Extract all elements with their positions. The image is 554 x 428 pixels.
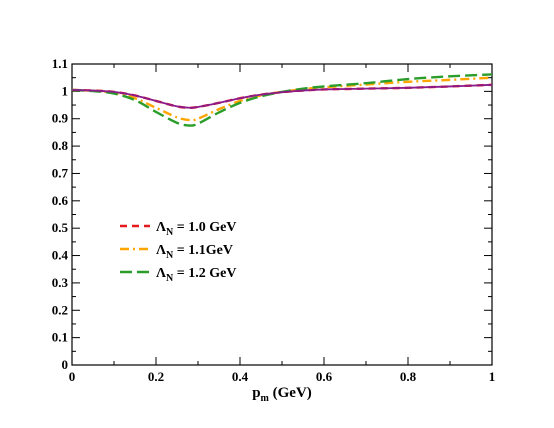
y-tick-label: 1.1 <box>52 56 68 71</box>
y-axis-ticks: 0 0.1 0.2 0.3 0.4 0.5 0.6 0.7 0.8 0.9 1 1.1 <box>52 56 492 372</box>
x-tick-label: 0 <box>69 369 76 384</box>
x-tick-label: 1 <box>489 369 496 384</box>
x-tick-label: 0.6 <box>316 369 333 384</box>
legend-subscript: N <box>166 227 174 238</box>
y-tick-label: 1 <box>62 83 69 98</box>
y-tick-label: 0.9 <box>52 111 69 126</box>
x-axis-title-main: p <box>252 385 260 401</box>
y-tick-label: 0.4 <box>52 248 69 263</box>
y-tick-label: 0.6 <box>52 193 69 208</box>
legend-subscript: N <box>166 273 174 284</box>
legend-label-2: ΛN = 1.1GeV <box>156 243 233 261</box>
legend-symbol: Λ <box>156 266 166 281</box>
legend-value: = 1.0 GeV <box>173 220 236 235</box>
legend-symbol: Λ <box>156 243 166 258</box>
x-tick-label: 0.8 <box>400 369 417 384</box>
x-axis-title-sub: m <box>261 393 270 404</box>
y-tick-label: 0.2 <box>52 302 68 317</box>
x-axis-title-unit: (GeV) <box>269 385 312 401</box>
legend-symbol: Λ <box>156 220 166 235</box>
y-tick-label: 0.1 <box>52 330 68 345</box>
series-lines <box>71 73 493 127</box>
x-tick-label: 0.2 <box>148 369 164 384</box>
y-tick-label: 0 <box>62 357 69 372</box>
plot-frame <box>71 63 493 366</box>
y-tick-label: 0.3 <box>52 275 69 290</box>
y-tick-label: 0.5 <box>52 220 69 235</box>
legend-label-1: ΛN = 1.0 GeV <box>156 220 236 238</box>
x-axis-title: pm (GeV) <box>252 385 312 404</box>
x-tick-label: 0.4 <box>232 369 249 384</box>
series-line-2 <box>71 76 493 122</box>
legend-value: = 1.2 GeV <box>173 266 236 281</box>
y-tick-label: 0.7 <box>52 165 69 180</box>
legend-label-3: ΛN = 1.2 GeV <box>156 266 236 284</box>
series-line-4 <box>71 83 493 109</box>
legend-value: = 1.1GeV <box>173 243 233 258</box>
x-axis-ticks: 0 0.2 0.4 0.6 0.8 1 <box>69 64 496 384</box>
legend-subscript: N <box>166 250 174 261</box>
series-line-3 <box>71 73 493 127</box>
y-tick-label: 0.8 <box>52 138 69 153</box>
